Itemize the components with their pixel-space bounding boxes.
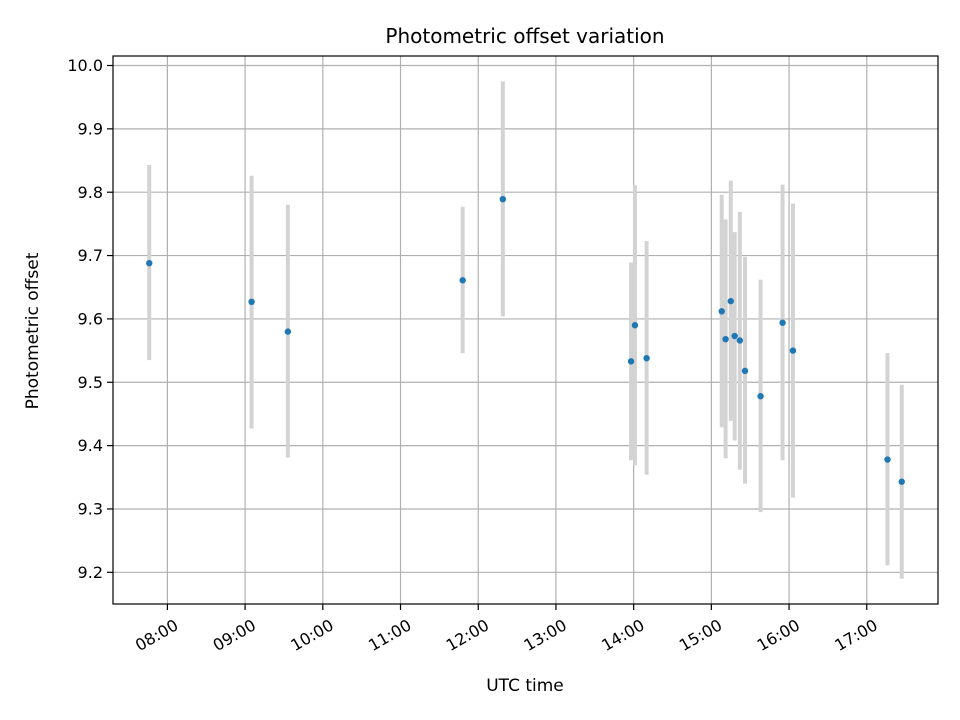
data-point xyxy=(731,332,738,340)
y-tick-label: 9.8 xyxy=(78,183,103,202)
data-point xyxy=(722,335,729,343)
y-tick-label: 10.0 xyxy=(67,56,103,75)
grid xyxy=(113,56,938,604)
data-point xyxy=(499,195,507,203)
data-point xyxy=(779,319,786,326)
y-axis: 9.2 9.3 9.4 9.5 9.6 9.7 9.8 9.9 10.0 xyxy=(67,56,113,582)
data-point xyxy=(718,308,725,315)
data-point xyxy=(627,358,635,365)
data-point xyxy=(789,347,797,354)
data-point xyxy=(736,337,744,344)
data-point xyxy=(248,298,255,306)
y-tick-label: 9.3 xyxy=(78,500,103,519)
data-point xyxy=(284,328,292,335)
y-tick-label: 9.2 xyxy=(78,563,103,582)
data-point xyxy=(727,297,734,305)
y-tick-label: 9.6 xyxy=(78,310,103,329)
chart-title: Photometric offset variation xyxy=(385,24,664,48)
data-points xyxy=(146,195,905,485)
y-tick-label: 9.5 xyxy=(78,373,103,392)
y-tick-label: 9.7 xyxy=(78,246,103,265)
data-point xyxy=(884,456,891,463)
data-point xyxy=(741,367,749,375)
data-point xyxy=(898,478,905,485)
y-axis-title: Photometric offset xyxy=(23,252,43,409)
plot-frame xyxy=(112,55,939,605)
y-tick-label: 9.4 xyxy=(78,436,103,455)
data-point xyxy=(146,259,153,267)
y-tick-label: 9.9 xyxy=(78,119,103,138)
data-point xyxy=(757,393,764,400)
data-point xyxy=(631,322,639,329)
data-point xyxy=(459,277,466,284)
x-axis-title: UTC time xyxy=(486,676,564,696)
data-point xyxy=(643,354,650,362)
